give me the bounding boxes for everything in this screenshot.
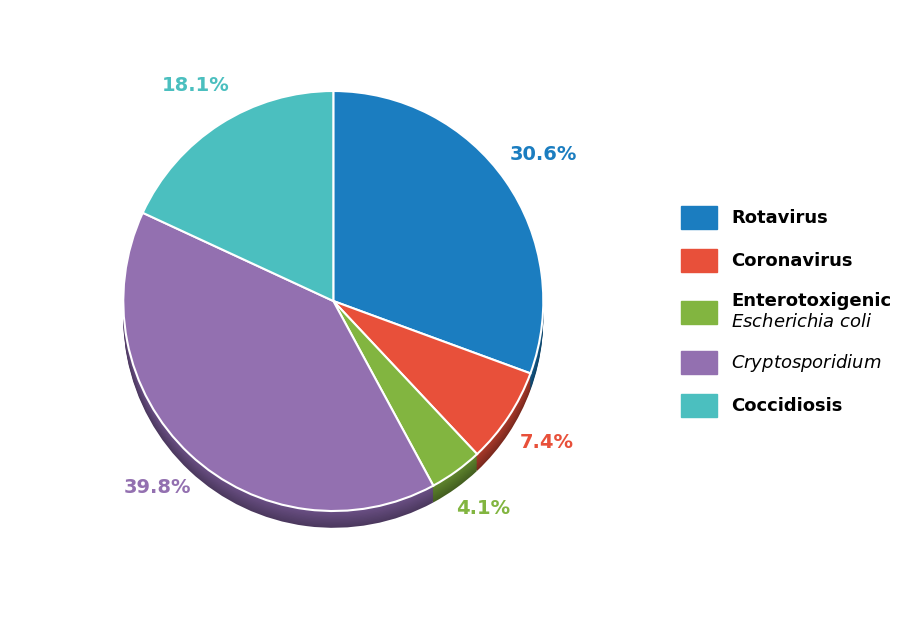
Wedge shape [333, 107, 544, 389]
Wedge shape [333, 308, 477, 493]
Wedge shape [143, 103, 333, 313]
Wedge shape [124, 219, 434, 516]
Wedge shape [333, 316, 477, 501]
Text: 30.6%: 30.6% [510, 145, 577, 164]
Wedge shape [333, 307, 477, 492]
Wedge shape [333, 313, 531, 467]
Text: 4.1%: 4.1% [457, 499, 511, 518]
Wedge shape [333, 312, 477, 497]
Wedge shape [333, 304, 531, 457]
Wedge shape [333, 100, 544, 382]
Wedge shape [333, 105, 544, 388]
Wedge shape [143, 92, 333, 302]
Wedge shape [333, 308, 531, 461]
Wedge shape [333, 310, 477, 494]
Wedge shape [333, 95, 544, 378]
Legend: Rotavirus, Coronavirus, Enterotoxigenic
$\mathit{Escherichia\ coli}$, $\mathit{C: Rotavirus, Coronavirus, Enterotoxigenic … [681, 206, 891, 417]
Wedge shape [333, 302, 531, 455]
Wedge shape [143, 100, 333, 310]
Wedge shape [124, 221, 434, 520]
Wedge shape [333, 305, 477, 490]
Text: 7.4%: 7.4% [520, 433, 574, 452]
Wedge shape [333, 94, 544, 376]
Wedge shape [124, 220, 434, 518]
Wedge shape [333, 92, 544, 375]
Wedge shape [333, 312, 531, 465]
Wedge shape [333, 313, 477, 498]
Wedge shape [333, 305, 531, 459]
Wedge shape [333, 91, 544, 373]
Wedge shape [333, 101, 544, 383]
Wedge shape [124, 217, 434, 515]
Wedge shape [143, 97, 333, 307]
Wedge shape [143, 107, 333, 316]
Wedge shape [333, 301, 531, 454]
Wedge shape [124, 230, 434, 528]
Wedge shape [124, 224, 434, 522]
Wedge shape [333, 316, 531, 470]
Wedge shape [143, 94, 333, 304]
Wedge shape [333, 307, 531, 460]
Wedge shape [143, 108, 333, 318]
Wedge shape [143, 91, 333, 301]
Wedge shape [124, 222, 434, 521]
Wedge shape [333, 315, 477, 500]
Wedge shape [333, 310, 531, 462]
Text: 39.8%: 39.8% [124, 478, 191, 497]
Wedge shape [143, 95, 333, 305]
Wedge shape [124, 226, 434, 523]
Wedge shape [143, 101, 333, 311]
Wedge shape [143, 105, 333, 315]
Wedge shape [333, 103, 544, 386]
Wedge shape [333, 98, 544, 381]
Wedge shape [124, 214, 434, 512]
Wedge shape [333, 304, 477, 488]
Wedge shape [333, 302, 477, 487]
Wedge shape [333, 318, 531, 471]
Wedge shape [124, 213, 434, 511]
Wedge shape [143, 102, 333, 312]
Wedge shape [143, 98, 333, 308]
Wedge shape [333, 108, 544, 390]
Wedge shape [333, 311, 531, 464]
Wedge shape [124, 228, 434, 526]
Wedge shape [124, 216, 434, 514]
Wedge shape [333, 102, 544, 384]
Wedge shape [124, 227, 434, 525]
Wedge shape [333, 301, 477, 486]
Wedge shape [333, 318, 477, 503]
Wedge shape [333, 97, 544, 379]
Text: 18.1%: 18.1% [161, 75, 230, 95]
Wedge shape [333, 311, 477, 495]
Wedge shape [333, 315, 531, 468]
